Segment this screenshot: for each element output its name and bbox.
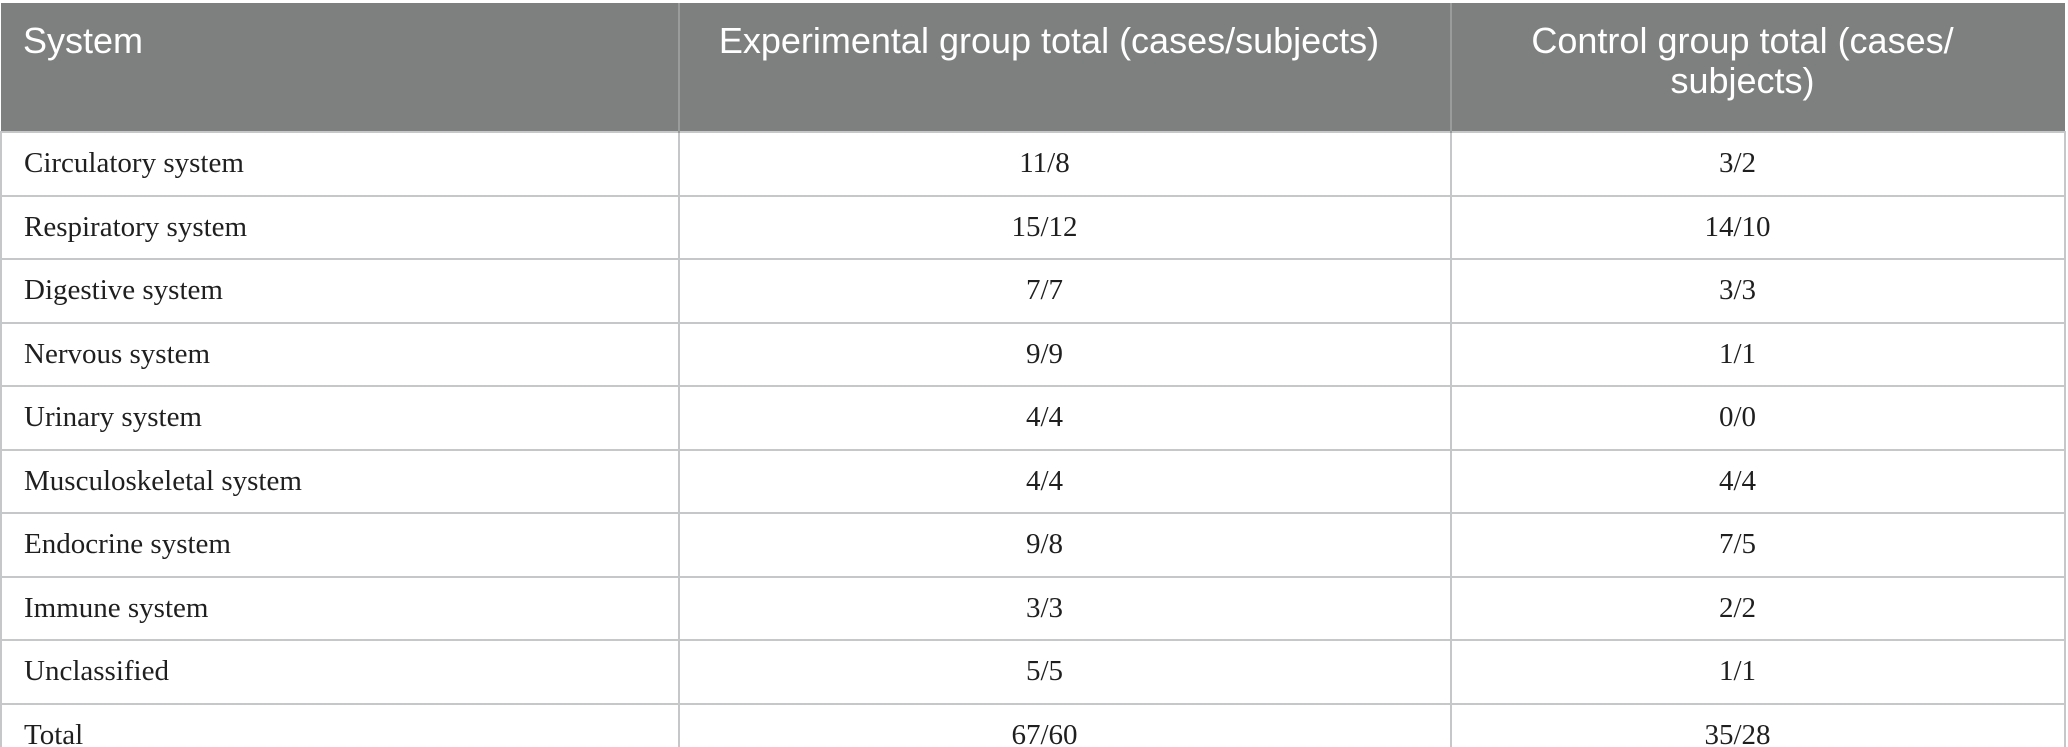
control-value-cell: 4/4 [1450, 448, 2066, 513]
experimental-value-cell: 67/60 [678, 702, 1451, 747]
system-name-cell: Endocrine system [0, 512, 679, 577]
control-value-cell: 7/5 [1450, 512, 2066, 577]
table-row: Digestive system 7/7 3/3 [0, 258, 2066, 323]
system-name-cell: Respiratory system [0, 194, 679, 259]
system-name-cell: Unclassified [0, 639, 679, 704]
column-header-control-group: Control group total (cases/subjects) [1450, 3, 2065, 132]
table-row: Unclassified 5/5 1/1 [0, 639, 2066, 704]
table-row: Total 67/60 35/28 [0, 702, 2066, 747]
control-value-cell: 3/2 [1450, 131, 2066, 196]
experimental-value-cell: 4/4 [678, 385, 1451, 450]
column-header-experimental-group: Experimental group total (cases/subjects… [678, 3, 1451, 132]
control-value-cell: 2/2 [1450, 575, 2066, 640]
system-name-cell: Musculoskeletal system [0, 448, 679, 513]
experimental-value-cell: 4/4 [678, 448, 1451, 513]
table-row: Musculoskeletal system 4/4 4/4 [0, 448, 2066, 513]
experimental-value-cell: 15/12 [678, 194, 1451, 259]
system-name-cell: Digestive system [0, 258, 679, 323]
experimental-value-cell: 11/8 [678, 131, 1451, 196]
table-header: System Experimental group total (cases/s… [1, 3, 2065, 132]
experimental-value-cell: 9/9 [678, 321, 1451, 386]
system-name-cell: Total [0, 702, 679, 747]
systems-outcomes-table: System Experimental group total (cases/s… [0, 3, 2066, 747]
table-row: Nervous system 9/9 1/1 [0, 321, 2066, 386]
table-row: Urinary system 4/4 0/0 [0, 385, 2066, 450]
experimental-value-cell: 9/8 [678, 512, 1451, 577]
table-header-row: System Experimental group total (cases/s… [1, 3, 2065, 132]
control-value-cell: 3/3 [1450, 258, 2066, 323]
experimental-value-cell: 7/7 [678, 258, 1451, 323]
system-name-cell: Immune system [0, 575, 679, 640]
system-name-cell: Nervous system [0, 321, 679, 386]
control-value-cell: 1/1 [1450, 321, 2066, 386]
table-row: Respiratory system 15/12 14/10 [0, 194, 2066, 259]
control-value-cell: 1/1 [1450, 639, 2066, 704]
control-value-cell: 14/10 [1450, 194, 2066, 259]
table-row: Endocrine system 9/8 7/5 [0, 512, 2066, 577]
experimental-value-cell: 5/5 [678, 639, 1451, 704]
table-body: Circulatory system 11/8 3/2 Respiratory sys… [0, 131, 2066, 747]
experimental-value-cell: 3/3 [678, 575, 1451, 640]
table-row: Circulatory system 11/8 3/2 [0, 131, 2066, 196]
system-name-cell: Urinary system [0, 385, 679, 450]
system-name-cell: Circulatory system [0, 131, 679, 196]
control-value-cell: 35/28 [1450, 702, 2066, 747]
control-value-cell: 0/0 [1450, 385, 2066, 450]
table-row: Immune system 3/3 2/2 [0, 575, 2066, 640]
column-header-system: System [1, 3, 679, 132]
